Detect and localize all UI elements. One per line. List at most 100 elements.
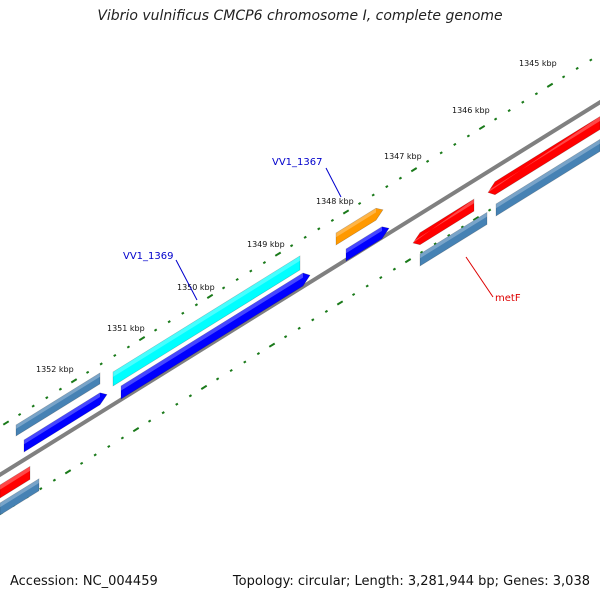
scale-tick (589, 58, 593, 62)
scale-tick (433, 242, 437, 246)
scale-tick (575, 66, 579, 70)
scale-tick (342, 209, 350, 215)
scale-tick (466, 134, 471, 138)
scale-tick (194, 303, 199, 307)
scale-tick (297, 326, 301, 330)
gene-features (0, 116, 600, 516)
scale-tick (521, 100, 525, 104)
scale-tick (478, 124, 486, 131)
gene-steelblue[interactable] (15, 372, 101, 437)
genome-backbone (0, 99, 600, 478)
scale-tick (419, 250, 424, 254)
scale-tick (113, 353, 117, 357)
scale-tick (404, 258, 412, 264)
scale-tick (120, 436, 125, 440)
gene-red[interactable] (412, 198, 475, 246)
scale-label: 1349 kbp (247, 240, 285, 249)
scale-tick (371, 193, 375, 197)
gene-red-highlight (413, 199, 474, 243)
scale-tick (507, 109, 511, 113)
scale-label: 1348 kbp (316, 197, 354, 206)
scale-tick (256, 352, 261, 356)
scale-tick (274, 251, 282, 257)
scale-tick (126, 345, 131, 349)
gene-blue[interactable] (23, 392, 108, 453)
scale-tick (93, 453, 97, 457)
scale-tick (70, 378, 78, 384)
gene-blue-highlight (121, 273, 303, 391)
scale-tick (472, 215, 480, 222)
scale-tick (200, 384, 208, 390)
scale-tick (167, 320, 171, 324)
scale-tick (385, 185, 389, 189)
gene-label-vv1-1367[interactable]: VV1_1367 (272, 157, 323, 168)
scale-tick (64, 469, 72, 475)
gene-steelblue-highlight (0, 478, 39, 508)
scale-tick (147, 419, 152, 423)
gene-label-metf[interactable]: metF (495, 293, 521, 304)
gene-blue-highlight (24, 392, 100, 445)
scale-tick (311, 318, 315, 322)
gene-steelblue[interactable] (495, 139, 600, 217)
scale-tick (317, 227, 321, 231)
scale-tick (487, 208, 492, 212)
gene-steelblue-highlight (420, 212, 487, 259)
scale-tick (31, 404, 35, 408)
gene-cyan[interactable] (112, 255, 301, 387)
gene-steelblue[interactable] (0, 478, 40, 516)
scale-tick (99, 362, 103, 366)
scale-tick (52, 478, 57, 482)
scale-tick (79, 461, 84, 465)
scale-tick (235, 277, 239, 282)
gene-orange[interactable] (335, 207, 384, 246)
scale-tick (324, 309, 329, 313)
leader-line (465, 256, 494, 298)
scale-label: 1351 kbp (107, 324, 145, 333)
scale-tick (243, 360, 247, 364)
scale-tick (447, 233, 451, 237)
scale-tick (221, 286, 226, 290)
scale-tick (161, 411, 165, 415)
scale-label: 1346 kbp (452, 106, 490, 115)
scale-tick (546, 82, 554, 88)
scale-tick (365, 284, 369, 288)
scale-tick (138, 336, 146, 342)
scale-tick (460, 225, 465, 229)
scale-tick (398, 176, 403, 180)
scale-tick (357, 201, 362, 206)
gene-red[interactable] (487, 116, 600, 196)
scale-tick (561, 75, 566, 79)
gene-red[interactable] (0, 465, 31, 499)
scale-tick (249, 269, 253, 273)
scale-tick (493, 117, 498, 121)
scale-tick (215, 377, 220, 381)
scale-tick (289, 244, 294, 248)
gene-blue-highlight (346, 226, 382, 254)
scale-tick (379, 276, 383, 280)
gene-blue[interactable] (120, 272, 311, 400)
scale-label: 1347 kbp (384, 152, 422, 161)
gene-blue[interactable] (345, 226, 390, 262)
scale-tick (17, 413, 22, 417)
leader-line (175, 259, 198, 301)
scale-tick (425, 159, 430, 163)
scale-tick (2, 420, 10, 426)
scale-tick (188, 394, 193, 398)
leader-line (325, 167, 342, 198)
scale-tick (283, 335, 288, 339)
scale-tick (45, 396, 49, 400)
gene-steelblue[interactable] (419, 211, 488, 267)
scale-tick (181, 311, 185, 315)
genome-summary: Topology: circular; Length: 3,281,944 bp… (232, 574, 590, 589)
scale-tick (206, 293, 214, 299)
gene-cyan-highlight (113, 255, 300, 377)
scale-tick (453, 142, 457, 146)
accession-text: Accession: NC_004459 (10, 574, 158, 589)
gene-steelblue-highlight (496, 139, 600, 209)
scale-label: 1350 kbp (177, 283, 215, 292)
scale-tick (175, 402, 179, 406)
scale-tick (336, 300, 344, 306)
scale-tick (330, 218, 335, 222)
gene-label-vv1-1369[interactable]: VV1_1369 (123, 251, 174, 262)
